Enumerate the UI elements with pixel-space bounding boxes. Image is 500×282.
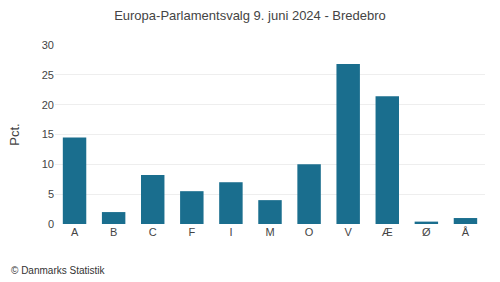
svg-text:V: V: [345, 226, 353, 238]
svg-text:M: M: [265, 226, 274, 238]
svg-text:A: A: [71, 226, 79, 238]
svg-text:25: 25: [42, 69, 54, 81]
svg-text:10: 10: [42, 158, 54, 170]
svg-text:Å: Å: [462, 226, 470, 238]
svg-text:I: I: [229, 226, 232, 238]
svg-text:0: 0: [48, 218, 54, 230]
svg-text:Europa-Parlamentsvalg 9. juni: Europa-Parlamentsvalg 9. juni 2024 - Bre…: [114, 8, 386, 23]
svg-text:Ø: Ø: [422, 226, 431, 238]
svg-text:Æ: Æ: [382, 226, 393, 238]
svg-text:F: F: [188, 226, 195, 238]
svg-text:30: 30: [42, 39, 54, 51]
svg-text:5: 5: [48, 188, 54, 200]
svg-text:Pct.: Pct.: [7, 123, 22, 145]
svg-text:20: 20: [42, 99, 54, 111]
svg-text:B: B: [110, 226, 117, 238]
svg-text:15: 15: [42, 128, 54, 140]
svg-text:O: O: [305, 226, 314, 238]
svg-text:© Danmarks Statistik: © Danmarks Statistik: [11, 265, 106, 276]
svg-text:C: C: [149, 226, 157, 238]
